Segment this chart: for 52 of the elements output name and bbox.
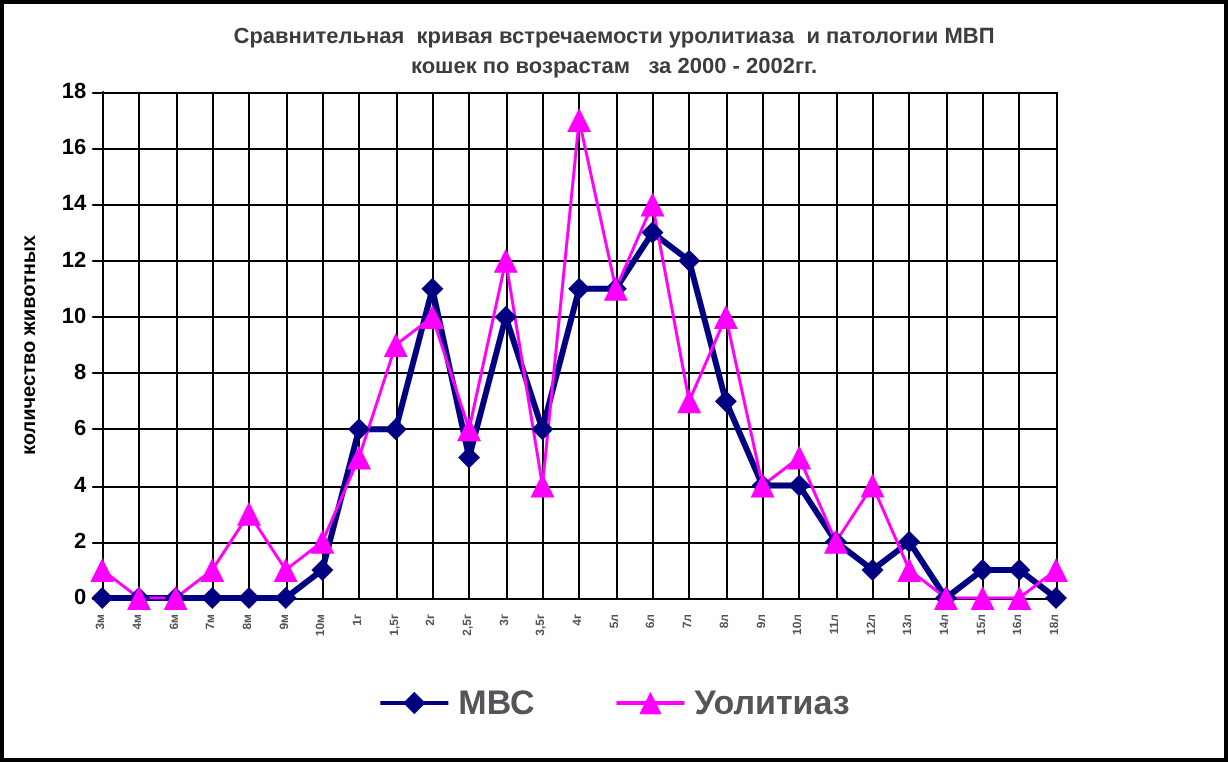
- point: [567, 108, 592, 133]
- point: [677, 389, 702, 414]
- point: [1044, 557, 1068, 582]
- point: [311, 558, 334, 581]
- point: [91, 587, 114, 609]
- point: [898, 530, 921, 553]
- y-tick-label: 12: [61, 248, 87, 273]
- point: [1007, 586, 1032, 610]
- point: [90, 557, 115, 582]
- point: [568, 277, 591, 300]
- point: [420, 304, 445, 329]
- point: [641, 221, 664, 244]
- point: [310, 529, 335, 554]
- y-tick-label: 10: [61, 304, 87, 329]
- y-axis-title: количество животных: [19, 234, 41, 455]
- point: [457, 417, 482, 442]
- point: [493, 248, 518, 273]
- point: [238, 587, 260, 609]
- y-tick-label: 16: [61, 136, 87, 161]
- point: [640, 192, 665, 217]
- y-tick-label: 0: [74, 586, 87, 610]
- point: [1045, 587, 1067, 609]
- point: [384, 418, 407, 441]
- chart-title: Сравнительная кривая встречаемости уролитиаза и патологии МВП кошек по возрастам за 2000 - 2002гг.: [233, 25, 995, 79]
- point: [237, 501, 261, 526]
- point: [531, 418, 554, 441]
- y-tick-label: 2: [74, 529, 87, 554]
- point: [860, 473, 885, 498]
- y-tick-label: 8: [74, 361, 87, 386]
- legend-label: Уолитиаз: [694, 684, 850, 722]
- y-tick-label: 18: [61, 80, 87, 104]
- point: [714, 390, 737, 413]
- point: [274, 587, 297, 609]
- point: [678, 249, 701, 272]
- point: [897, 557, 922, 582]
- legend-label: МВС: [458, 684, 535, 722]
- point: [788, 474, 811, 497]
- point: [348, 418, 371, 441]
- point: [273, 557, 298, 582]
- y-tick-label: 14: [61, 192, 89, 217]
- point: [200, 557, 225, 582]
- y-tick-label: 4: [74, 473, 89, 498]
- point: [713, 304, 738, 329]
- point: [861, 558, 884, 581]
- point: [971, 558, 994, 581]
- y-tick-label: 6: [74, 417, 87, 442]
- point: [347, 445, 372, 470]
- point: [383, 333, 408, 357]
- point: [201, 587, 224, 609]
- point: [1008, 558, 1031, 581]
- point: [970, 586, 995, 610]
- point: [787, 445, 812, 470]
